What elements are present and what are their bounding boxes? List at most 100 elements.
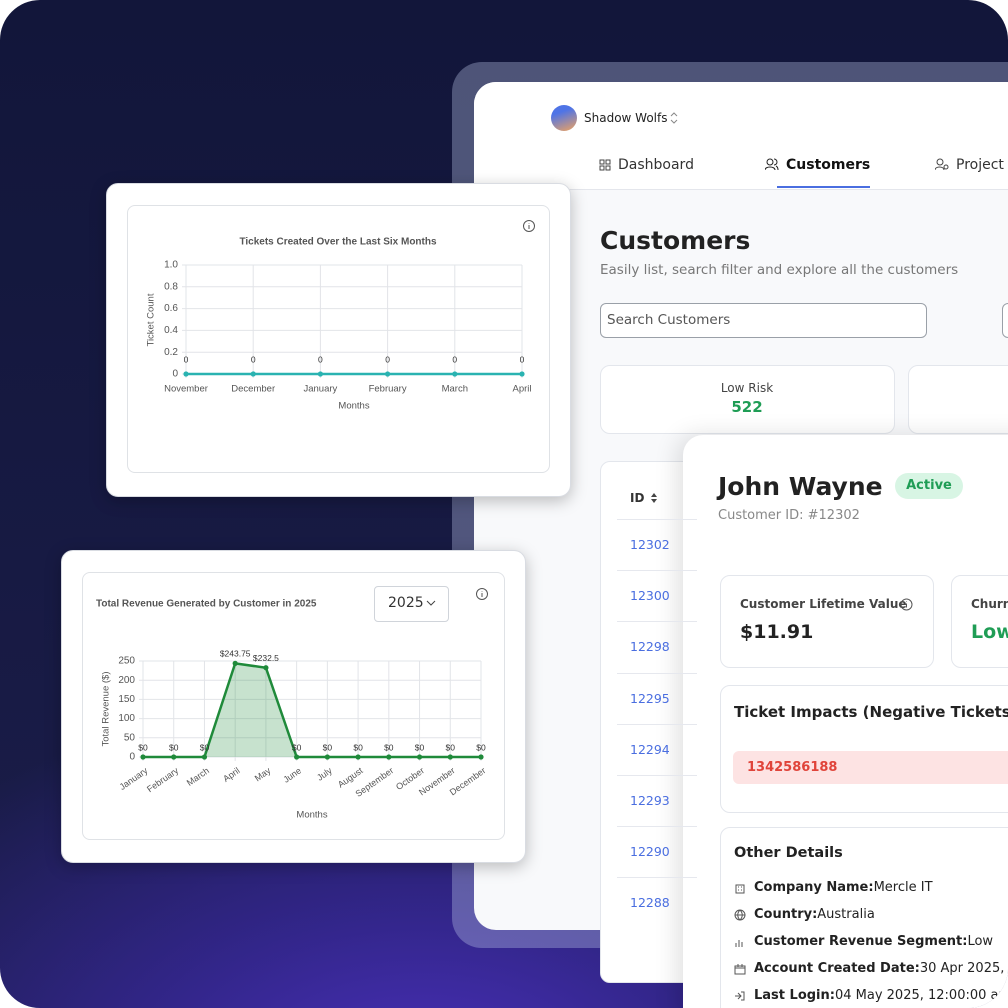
point bbox=[140, 754, 146, 760]
detail-row: Company Name:Mercle IT bbox=[754, 880, 933, 895]
table-cell-id[interactable]: 12302 bbox=[630, 537, 670, 552]
search-placeholder: Search Customers bbox=[607, 312, 731, 328]
table-cell-id[interactable]: 12288 bbox=[630, 895, 670, 911]
detail-label: Account Created Date: bbox=[754, 961, 920, 976]
point bbox=[416, 754, 423, 760]
sort-icon[interactable] bbox=[650, 492, 658, 504]
chart-frame bbox=[82, 572, 505, 840]
detail-value: Mercle IT bbox=[873, 880, 933, 895]
table-cell-id[interactable]: 12293 bbox=[630, 793, 670, 808]
info-icon[interactable] bbox=[900, 598, 913, 611]
x-tick-label: January bbox=[303, 384, 337, 395]
table-cell-id[interactable]: 12298 bbox=[630, 639, 670, 655]
nav-icon bbox=[765, 158, 779, 171]
data-label: 0 bbox=[184, 354, 189, 364]
churn-card bbox=[951, 575, 1008, 668]
data-label: 0 bbox=[318, 354, 323, 364]
data-label: $0 bbox=[415, 742, 425, 752]
point bbox=[519, 371, 525, 377]
x-tick-label: July bbox=[315, 765, 334, 783]
chart: Tickets Created Over the Last Six Months… bbox=[146, 220, 535, 412]
area bbox=[143, 663, 481, 757]
data-label: $0 bbox=[169, 742, 179, 752]
chart-title: Tickets Created Over the Last Six Months bbox=[239, 237, 437, 248]
workspace-name[interactable]: Shadow Wolfs bbox=[584, 111, 668, 125]
point bbox=[385, 371, 391, 377]
table-cell-id[interactable]: 12295 bbox=[630, 690, 670, 706]
x-tick-label: April bbox=[221, 765, 241, 784]
data-label: 0 bbox=[452, 354, 457, 364]
customer-name: John Wayne bbox=[718, 472, 883, 501]
status-badge: Active bbox=[895, 473, 963, 499]
nav-underline bbox=[777, 186, 870, 188]
detail-value: Australia bbox=[817, 907, 875, 922]
year-select-value[interactable]: 2025 bbox=[388, 595, 424, 611]
point bbox=[232, 660, 238, 666]
chart-card: Tickets Created Over the Last Six Months… bbox=[106, 183, 571, 497]
table-row-divider bbox=[617, 672, 697, 674]
table-row-divider bbox=[617, 775, 697, 776]
ticket-id[interactable]: 1342586188 bbox=[747, 760, 838, 775]
detail-label: Country: bbox=[754, 907, 818, 922]
tickets-card bbox=[720, 685, 1008, 813]
page-subtitle: Easily list, search filter and explore a… bbox=[600, 262, 959, 278]
detail-value: 30 Apr 2025, 0 bbox=[919, 961, 1008, 976]
tickets-title: Ticket Impacts (Negative Tickets) bbox=[734, 703, 1008, 721]
y-tick-label: 0.4 bbox=[164, 325, 178, 336]
table-row-divider bbox=[617, 826, 697, 828]
info-icon[interactable] bbox=[523, 220, 535, 232]
data-label: $0 bbox=[384, 742, 394, 752]
y-tick-label: 50 bbox=[124, 732, 136, 743]
chart-frame bbox=[127, 205, 550, 473]
y-axis-label: Ticket Count bbox=[146, 293, 157, 346]
ticket-bar[interactable] bbox=[733, 751, 1008, 784]
chart-card: 2025 Total Revenue Generated by Customer… bbox=[61, 550, 526, 863]
info-icon[interactable] bbox=[476, 588, 488, 600]
clv-card bbox=[720, 575, 934, 668]
x-tick-label: February bbox=[369, 384, 407, 395]
y-tick-label: 0 bbox=[172, 369, 178, 380]
data-label: 0 bbox=[251, 354, 256, 364]
table-row-divider bbox=[617, 877, 697, 879]
table-cell-id[interactable]: 12290 bbox=[630, 844, 670, 860]
filter-box[interactable] bbox=[1002, 303, 1008, 338]
table-cell-id[interactable]: 12300 bbox=[630, 588, 670, 604]
detail-icon bbox=[734, 964, 746, 975]
nav-item[interactable]: Customers bbox=[786, 157, 871, 173]
year-select[interactable] bbox=[374, 586, 449, 622]
nav-icon bbox=[599, 159, 611, 171]
point bbox=[324, 754, 330, 760]
chevron bbox=[670, 112, 678, 124]
data-label: $0 bbox=[200, 742, 210, 752]
data-label: $0 bbox=[446, 742, 456, 752]
nav-item[interactable]: Dashboard bbox=[618, 157, 694, 173]
data-label: $0 bbox=[323, 742, 333, 752]
x-axis-label: Months bbox=[296, 810, 327, 821]
header bbox=[474, 82, 1008, 190]
table-cell-id[interactable]: 12294 bbox=[630, 741, 670, 757]
y-tick-label: 100 bbox=[118, 713, 135, 724]
y-tick-label: 250 bbox=[118, 656, 135, 667]
customer-id: Customer ID: #12302 bbox=[718, 508, 860, 523]
x-axis-label: Months bbox=[338, 401, 369, 412]
detail-row: Last Login:04 May 2025, 12:00:00 am bbox=[754, 988, 1008, 1003]
y-tick-label: 1.0 bbox=[164, 260, 178, 271]
avatar bbox=[551, 105, 577, 131]
point bbox=[386, 754, 392, 760]
chart-title: Total Revenue Generated by Customer in 2… bbox=[96, 599, 317, 610]
detail-value: 04 May 2025, 12:00:00 am bbox=[834, 988, 1008, 1003]
data-label: $243.75 bbox=[220, 649, 251, 659]
x-tick-label: March bbox=[442, 384, 468, 395]
detail-row: Customer Revenue Segment:Low bbox=[754, 934, 993, 949]
nav-item[interactable]: Project T bbox=[956, 157, 1008, 173]
detail-row: Country:Australia bbox=[754, 907, 875, 922]
table-row-divider bbox=[617, 519, 697, 520]
detail-icon bbox=[734, 909, 746, 921]
x-tick-label: June bbox=[281, 765, 303, 784]
data-label: $0 bbox=[138, 742, 148, 752]
point bbox=[250, 371, 256, 377]
data-label: 0 bbox=[520, 354, 525, 364]
detail-value: Low bbox=[967, 934, 994, 949]
search-box[interactable] bbox=[600, 303, 927, 338]
